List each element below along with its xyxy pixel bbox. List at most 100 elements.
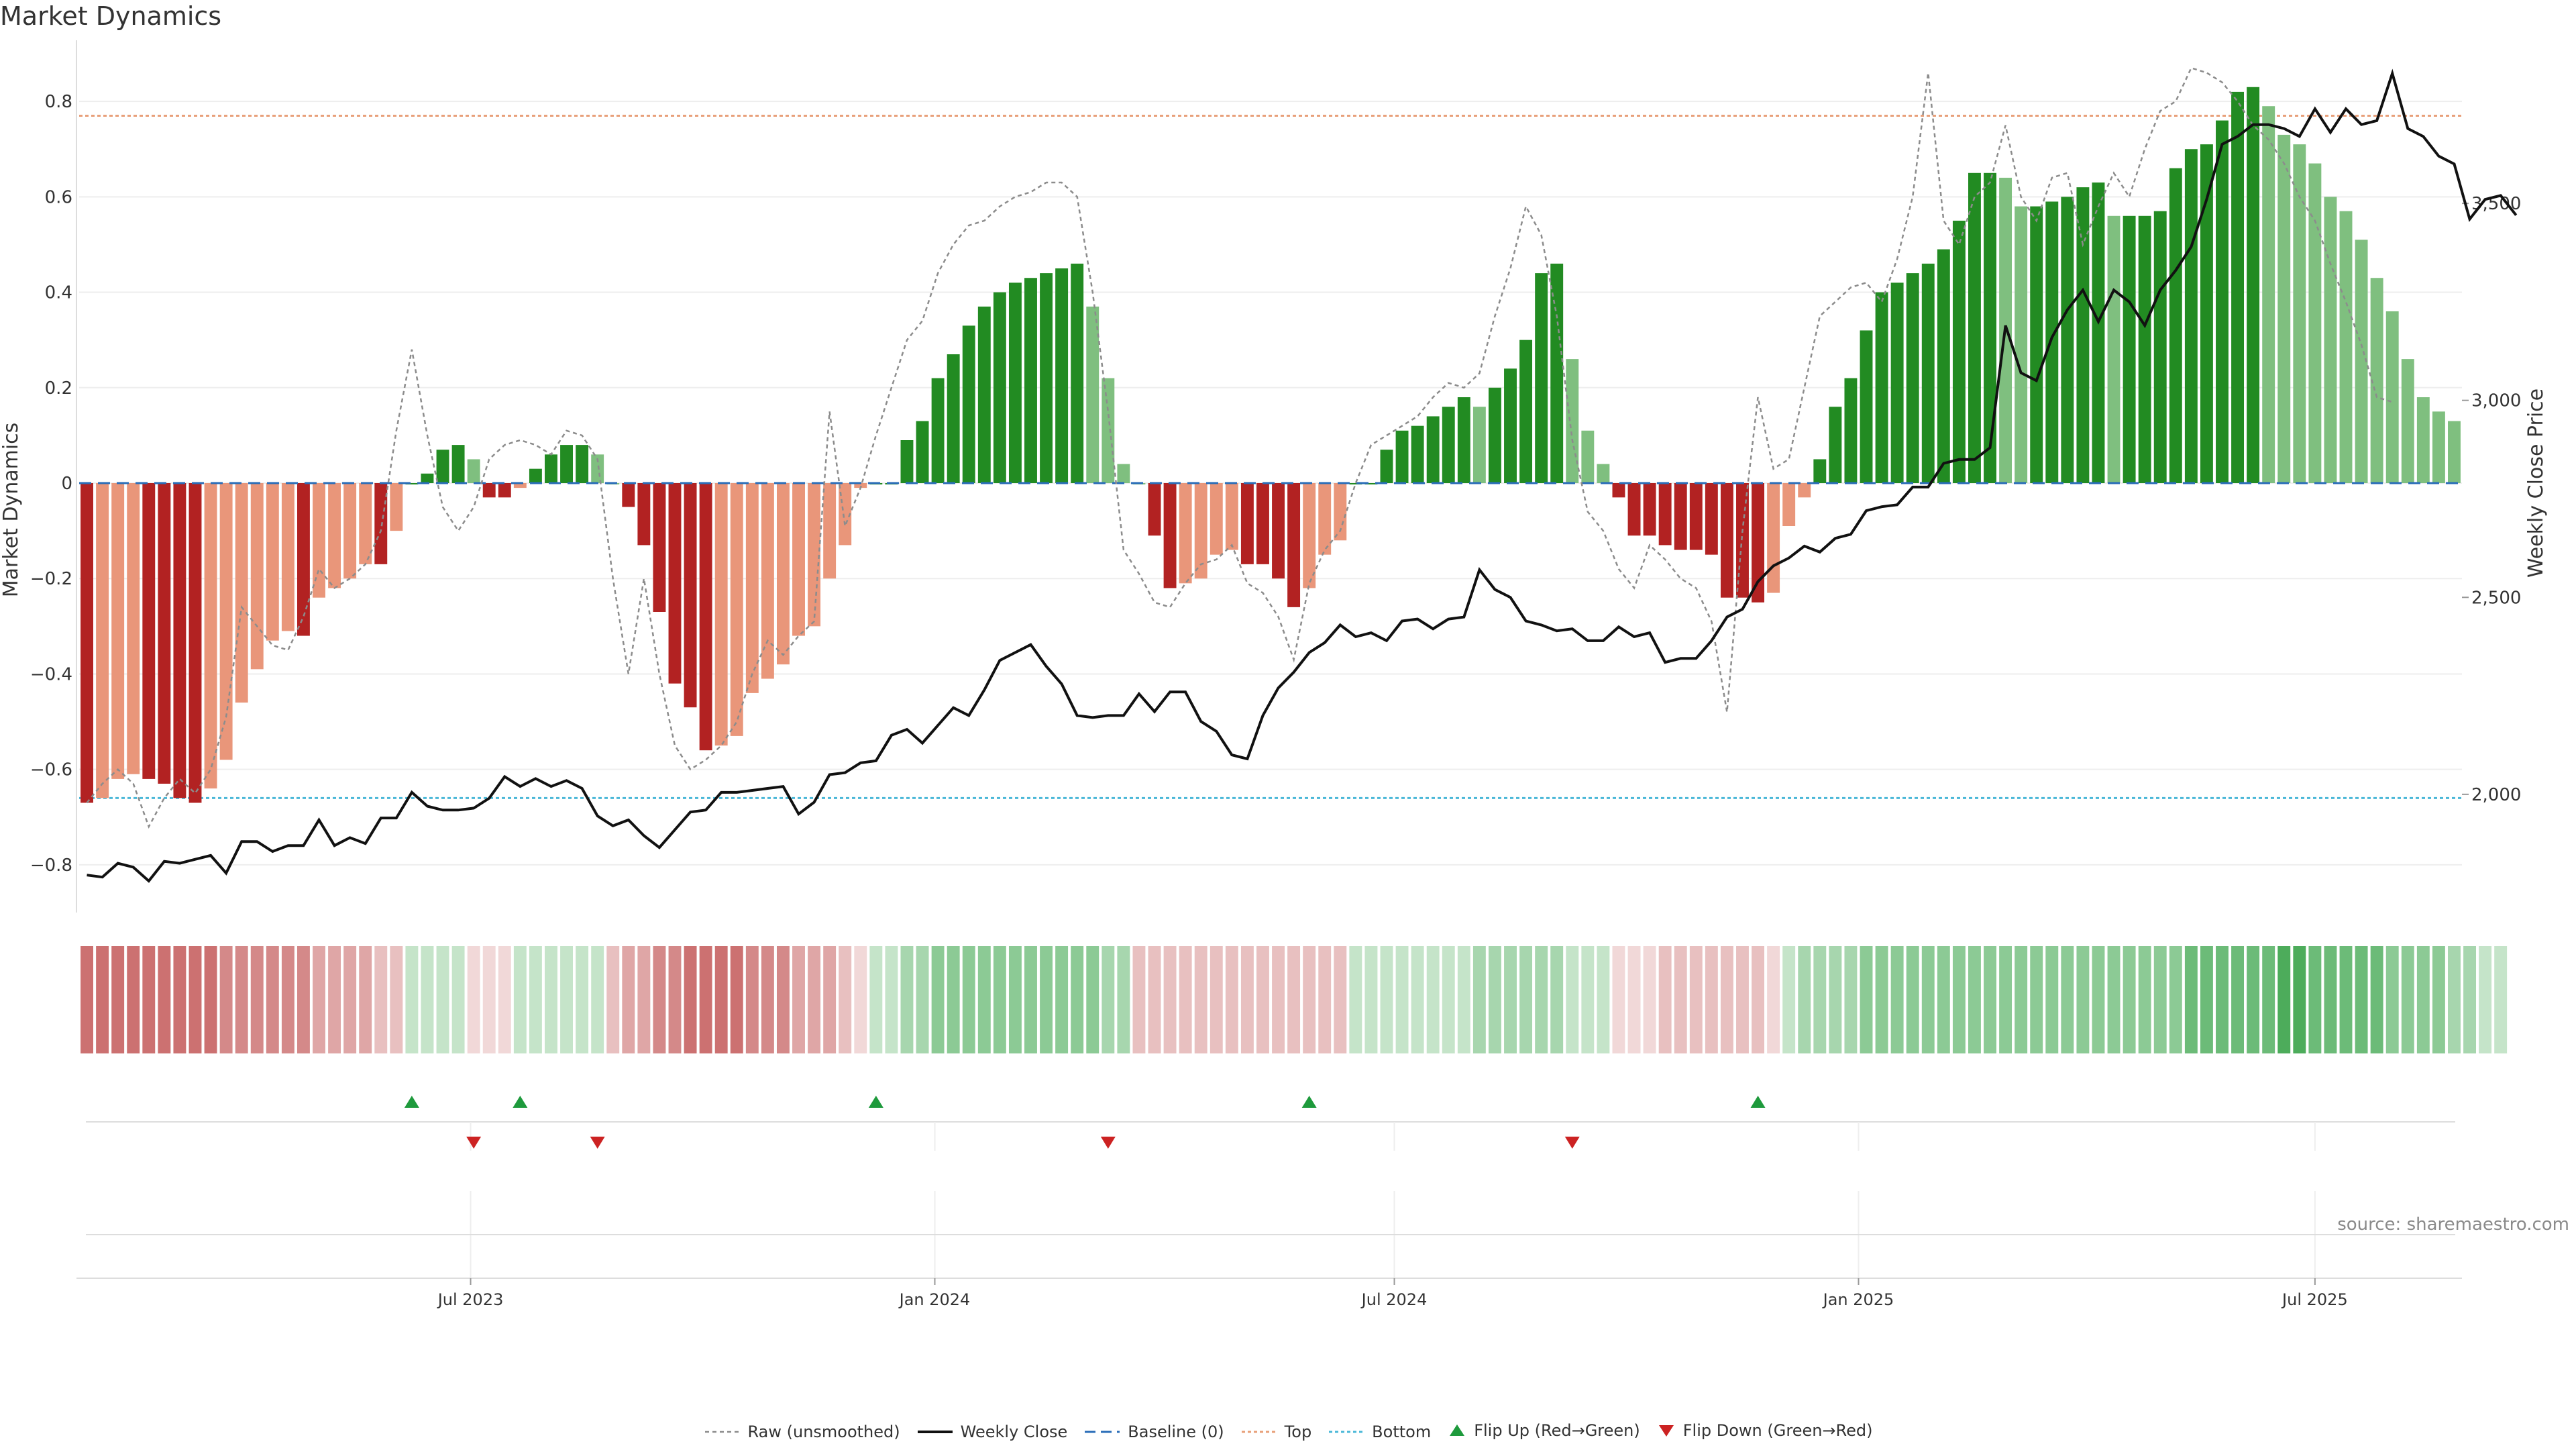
heat-cell xyxy=(2061,946,2074,1053)
heat-cell xyxy=(931,946,945,1053)
heat-cell xyxy=(328,946,341,1053)
flip-up-marker xyxy=(1301,1096,1317,1108)
heat-cell xyxy=(1163,946,1177,1053)
bar xyxy=(343,483,357,579)
bar xyxy=(2339,211,2353,483)
bar xyxy=(1798,483,1811,498)
heat-cell xyxy=(204,946,217,1053)
heat-cell xyxy=(2216,946,2229,1053)
bar xyxy=(1890,282,1904,483)
heat-cell xyxy=(1380,946,1393,1053)
bar xyxy=(2231,91,2245,483)
heat-cell xyxy=(250,946,264,1053)
legend-swatch-icon xyxy=(917,1431,953,1433)
bar xyxy=(1117,464,1130,483)
bar xyxy=(1535,273,1548,483)
heat-cell xyxy=(1658,946,1672,1053)
bar xyxy=(1550,263,1564,483)
heat-cell xyxy=(266,946,279,1053)
heat-cell xyxy=(869,946,883,1053)
y2-axis-title: Weekly Close Price xyxy=(2524,388,2548,578)
heat-cell xyxy=(1303,946,1316,1053)
bar xyxy=(421,473,434,483)
bar xyxy=(1813,459,1827,483)
heat-cell xyxy=(2448,946,2461,1053)
heat-cell xyxy=(2432,946,2445,1053)
x-tick-label: Jul 2023 xyxy=(437,1290,504,1309)
bar xyxy=(405,483,419,484)
bar xyxy=(1380,450,1393,483)
bar xyxy=(1968,172,1981,483)
bar xyxy=(1566,359,1579,483)
heat-cell xyxy=(2416,946,2430,1053)
heat-cell xyxy=(606,946,620,1053)
y-axis-title: Market Dynamics xyxy=(0,423,23,598)
bar xyxy=(591,454,604,483)
bar xyxy=(1597,464,1610,483)
heat-cell xyxy=(1008,946,1022,1053)
bar xyxy=(653,483,666,612)
heat-cell xyxy=(2355,946,2368,1053)
heat-cell xyxy=(1937,946,1950,1053)
heat-cell xyxy=(1194,946,1208,1053)
flip-up-marker xyxy=(1750,1096,1766,1108)
bar xyxy=(2138,215,2151,483)
heat-cell xyxy=(2262,946,2275,1053)
heat-cell xyxy=(823,946,837,1053)
heat-cell xyxy=(622,946,635,1053)
heat-cell xyxy=(1334,946,1347,1053)
heat-cell xyxy=(684,946,697,1053)
heat-strip xyxy=(80,946,2508,1053)
bar xyxy=(1303,483,1316,588)
bar xyxy=(1071,263,1084,483)
y-tick-label: −0.4 xyxy=(30,664,72,684)
heat-cell xyxy=(916,946,929,1053)
legend-item-top: Top xyxy=(1240,1422,1311,1441)
heat-cell xyxy=(1890,946,1904,1053)
bar xyxy=(900,440,914,483)
bar xyxy=(1240,483,1254,564)
heat-cell xyxy=(560,946,574,1053)
heat-cell xyxy=(1117,946,1130,1053)
heat-cell xyxy=(2370,946,2383,1053)
y2-tick-label: 2,500 xyxy=(2471,588,2521,608)
heat-cell xyxy=(1752,946,1765,1053)
bar xyxy=(1318,483,1332,555)
heat-cell xyxy=(1767,946,1780,1053)
flip-up-marker xyxy=(513,1096,528,1108)
heat-cell xyxy=(776,946,790,1053)
heat-cell xyxy=(2277,946,2291,1053)
heat-cell xyxy=(1581,946,1595,1053)
heat-cell xyxy=(668,946,682,1053)
heat-cell xyxy=(1705,946,1718,1053)
bar xyxy=(1256,483,1269,564)
heat-cell xyxy=(2123,946,2136,1053)
heat-cell xyxy=(2308,946,2322,1053)
heat-cell xyxy=(962,946,975,1053)
bar xyxy=(1519,340,1533,483)
bar xyxy=(1767,483,1780,593)
heat-cell xyxy=(993,946,1006,1053)
heat-cell xyxy=(637,946,651,1053)
heat-cell xyxy=(2169,946,2182,1053)
heat-cell xyxy=(1210,946,1223,1053)
bar xyxy=(390,483,403,531)
heat-cell xyxy=(1968,946,1981,1053)
heat-cell xyxy=(1055,946,1069,1053)
heat-cell xyxy=(2479,946,2492,1053)
chart-legend: Raw (unsmoothed) Weekly Close Baseline (0)… xyxy=(0,1421,2576,1443)
bar xyxy=(745,483,759,693)
bar xyxy=(1426,416,1440,483)
heat-cell xyxy=(1860,946,1873,1053)
bar xyxy=(839,483,852,546)
y-tick-label: −0.2 xyxy=(30,569,72,589)
bar xyxy=(823,483,837,579)
heat-cell xyxy=(2463,946,2476,1053)
bar xyxy=(2247,87,2260,483)
heat-cell xyxy=(1472,946,1486,1053)
bar xyxy=(993,292,1006,483)
bar xyxy=(1086,306,1099,483)
heat-cell xyxy=(1519,946,1533,1053)
bar xyxy=(2355,240,2368,483)
bar xyxy=(219,483,233,760)
